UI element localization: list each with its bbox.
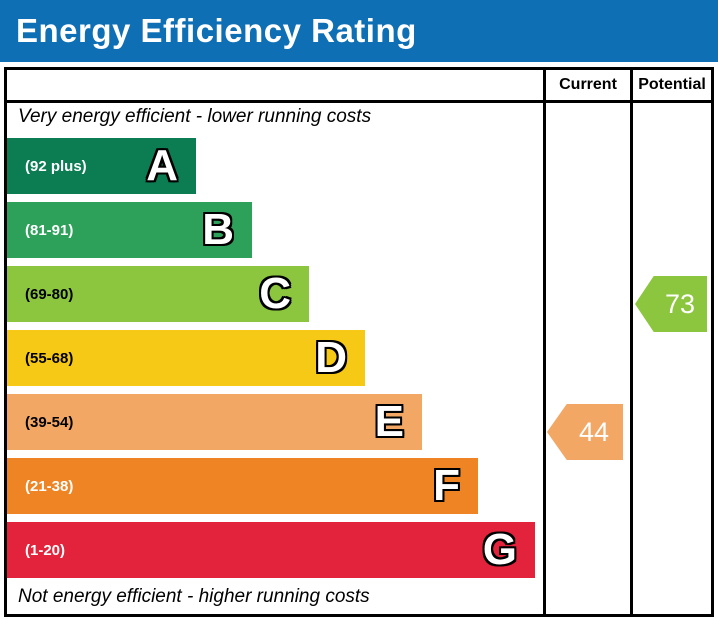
- current-rating-value: 44: [578, 416, 610, 447]
- band-row-d: (55-68) D: [7, 330, 365, 386]
- band-range-label: (39-54): [25, 413, 74, 431]
- band-letter: E: [374, 397, 404, 446]
- band-row-f: (21-38) F: [7, 458, 478, 514]
- chart-title: Energy Efficiency Rating: [16, 12, 417, 49]
- band-letter: G: [482, 525, 517, 574]
- band-range-label: (1-20): [25, 541, 66, 559]
- band-letter: C: [259, 269, 291, 318]
- note-not-efficient: Not energy efficient - higher running co…: [18, 586, 370, 607]
- band-range-label: (92 plus): [25, 157, 87, 175]
- band-letter: F: [433, 461, 460, 510]
- band-row-c: (69-80) C: [7, 266, 309, 322]
- current-rating-arrow: 44: [547, 404, 623, 460]
- column-header-current: Current: [559, 76, 617, 93]
- band-letter: B: [202, 205, 234, 254]
- column-header-potential: Potential: [638, 76, 706, 93]
- rating-table: Current Potential Very energy efficient …: [4, 67, 714, 617]
- chart-title-bar: Energy Efficiency Rating: [0, 0, 718, 62]
- band-range-label: (21-38): [25, 477, 74, 495]
- note-very-efficient: Very energy efficient - lower running co…: [18, 106, 372, 127]
- band-range-label: (69-80): [25, 285, 74, 303]
- band-range-label: (81-91): [25, 221, 74, 239]
- potential-rating-value: 73: [664, 288, 696, 319]
- column-divider-current: [543, 70, 546, 614]
- header-row-divider: [7, 100, 711, 103]
- band-letter: A: [146, 141, 178, 190]
- band-row-a: (92 plus) A: [7, 138, 196, 194]
- column-divider-potential: [630, 70, 633, 614]
- band-letter: D: [315, 333, 347, 382]
- band-range-label: (55-68): [25, 349, 74, 367]
- band-row-g: (1-20) G: [7, 522, 535, 578]
- band-row-e: (39-54) E: [7, 394, 422, 450]
- band-row-b: (81-91) B: [7, 202, 252, 258]
- potential-rating-arrow: 73: [635, 276, 707, 332]
